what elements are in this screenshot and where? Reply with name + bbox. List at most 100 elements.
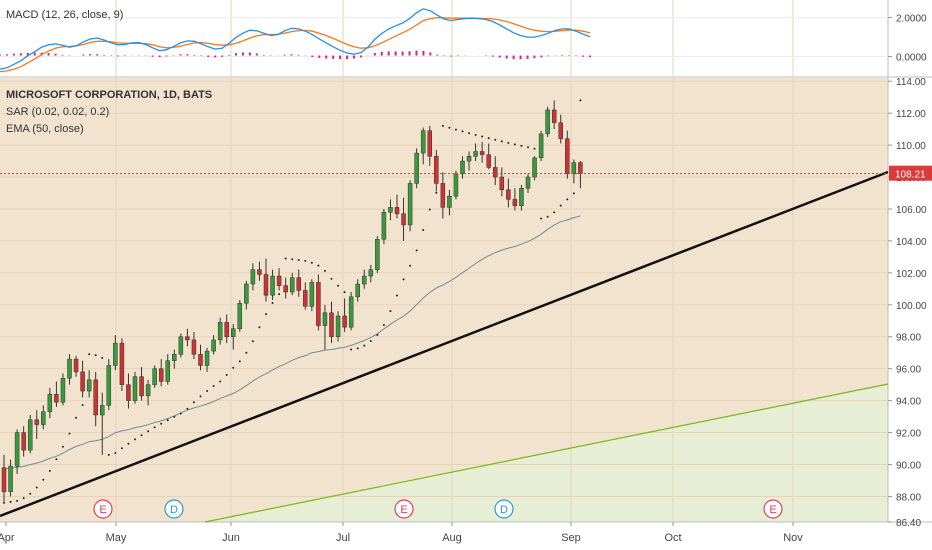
candle-body <box>185 336 190 341</box>
macd-layer <box>0 8 591 73</box>
candle-body <box>447 195 452 208</box>
sar-dot <box>291 258 294 261</box>
sar-dot <box>363 344 366 347</box>
sar-dot <box>153 426 156 429</box>
sar-dot <box>553 211 556 214</box>
price-tick-label: 104.00 <box>896 237 927 248</box>
candle-body <box>322 312 328 326</box>
black-trend-line <box>0 170 889 518</box>
candle-body <box>67 358 72 379</box>
price-tick-label: 88.00 <box>896 492 921 503</box>
sar-dot <box>350 348 353 351</box>
event-marker-dividend <box>494 499 514 519</box>
candle-body <box>178 336 184 355</box>
candle-body <box>152 368 157 385</box>
sar-dot <box>579 99 582 102</box>
sar-dot <box>304 259 307 262</box>
sar-dot <box>35 486 38 489</box>
sar-dot <box>140 434 143 437</box>
sar-dot <box>376 333 379 336</box>
candle-body <box>427 130 432 157</box>
price-tick-label: 86.40 <box>896 518 921 529</box>
candle-body <box>165 360 170 382</box>
sar-dot <box>297 259 300 262</box>
candle-body <box>93 379 98 416</box>
sar-dot <box>29 492 32 495</box>
candle-body <box>244 283 249 304</box>
sar-dot <box>546 215 549 218</box>
candle-body <box>362 275 367 285</box>
candle-body <box>329 312 334 337</box>
candle-body <box>571 162 577 175</box>
sar-dot <box>500 140 503 143</box>
candle-body <box>119 342 125 385</box>
ema-line <box>3 215 581 470</box>
price-tick-label: 110.00 <box>896 141 926 152</box>
candle-body <box>217 322 223 341</box>
sar-dot <box>422 228 425 231</box>
candle-body <box>558 122 563 139</box>
price-tick-label: 96.00 <box>896 365 921 376</box>
candle-body <box>126 384 131 401</box>
sar-dot <box>114 452 117 455</box>
candle-body <box>270 275 275 296</box>
sar-dot <box>265 313 267 316</box>
candle-body <box>237 302 243 329</box>
candle-body <box>565 138 570 175</box>
candle-body <box>525 176 531 189</box>
candle-body <box>309 282 315 307</box>
candle-body <box>538 133 544 159</box>
candle-body <box>145 384 151 397</box>
price-tick-label: 90.00 <box>896 461 921 472</box>
candle-body <box>231 328 236 337</box>
sar-dot <box>61 445 64 448</box>
candle-body <box>158 368 164 382</box>
candle-body <box>54 393 59 403</box>
x-tick-label: Aug <box>442 532 462 544</box>
candle-body <box>394 207 400 215</box>
candle-body <box>14 432 20 467</box>
price-tick-label: 106.00 <box>896 205 927 216</box>
sar-dot <box>219 380 222 383</box>
candle-body <box>355 283 360 298</box>
candle-body <box>342 315 347 328</box>
sar-dot <box>212 385 215 388</box>
candle-body <box>368 269 374 277</box>
sar-dot <box>533 147 536 150</box>
candle-body <box>283 285 288 293</box>
sar-dot <box>369 340 372 343</box>
candle-body <box>348 296 354 328</box>
candle-body <box>172 354 177 361</box>
sar-dot <box>48 469 51 472</box>
y-ticks: 114.00112.00110.00108.00106.00104.00102.… <box>888 14 927 529</box>
candle-body <box>420 130 426 154</box>
sar-dot <box>55 458 58 461</box>
sar-dot <box>278 293 281 296</box>
sar-dot <box>179 412 182 415</box>
sar-dot <box>520 144 523 147</box>
sar-dot <box>232 366 235 369</box>
sar-dot <box>572 192 575 195</box>
sar-dot <box>120 447 123 450</box>
sar-dot <box>81 404 84 407</box>
candle-body <box>41 411 46 425</box>
price-tick-label: 112.00 <box>896 109 926 120</box>
candle-body <box>375 239 380 270</box>
price-tick-label: 114.00 <box>896 77 926 88</box>
x-tick-label: Jun <box>222 532 240 544</box>
sar-dot <box>356 347 359 350</box>
candle-body <box>276 275 282 286</box>
candle-body <box>473 151 478 157</box>
sar-dot <box>127 442 130 445</box>
sar-dot <box>107 453 110 456</box>
green-trend-line <box>204 383 889 523</box>
candle-body <box>486 154 491 168</box>
candle-body <box>80 371 85 392</box>
x-tick-label: Oct <box>664 532 681 544</box>
candle-body <box>224 322 229 337</box>
candle-body <box>519 187 524 207</box>
event-label: E <box>769 504 776 516</box>
event-label: E <box>400 504 407 516</box>
sar-dot <box>343 291 346 294</box>
